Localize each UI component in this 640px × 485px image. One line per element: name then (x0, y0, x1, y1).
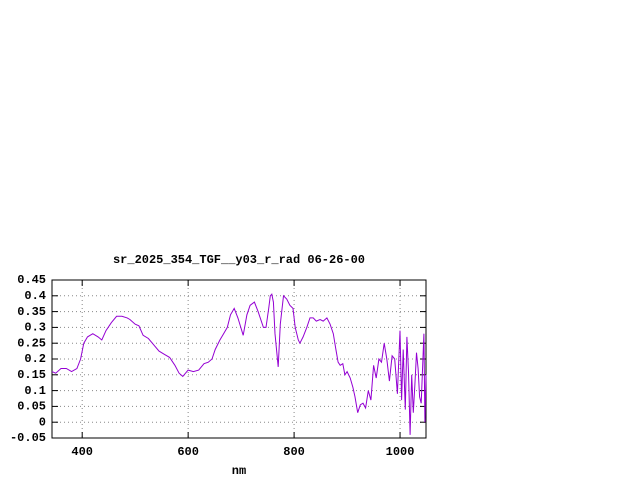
y-tick-label: 0 (39, 415, 46, 429)
y-tick-label: 0.4 (24, 289, 46, 303)
x-tick-label: 600 (177, 445, 199, 459)
x-tick-label: 800 (283, 445, 305, 459)
y-tick-label: -0.05 (10, 431, 46, 445)
data-line (51, 293, 427, 435)
y-tick-label: 0.05 (17, 400, 46, 414)
x-tick-label: 1000 (386, 445, 415, 459)
y-tick-label: 0.1 (24, 384, 46, 398)
y-tick-label: 0.3 (24, 321, 46, 335)
x-tick-label: 400 (71, 445, 93, 459)
x-axis-label: nm (232, 464, 246, 478)
y-tick-label: 0.45 (17, 273, 46, 287)
y-tick-label: 0.15 (17, 368, 46, 382)
chart-title: sr_2025_354_TGF__y03_r_rad 06-26-00 (113, 253, 365, 267)
y-tick-label: 0.2 (24, 352, 46, 366)
y-tick-label: 0.35 (17, 305, 46, 319)
plot-frame (51, 279, 427, 439)
y-tick-label: 0.25 (17, 336, 46, 350)
